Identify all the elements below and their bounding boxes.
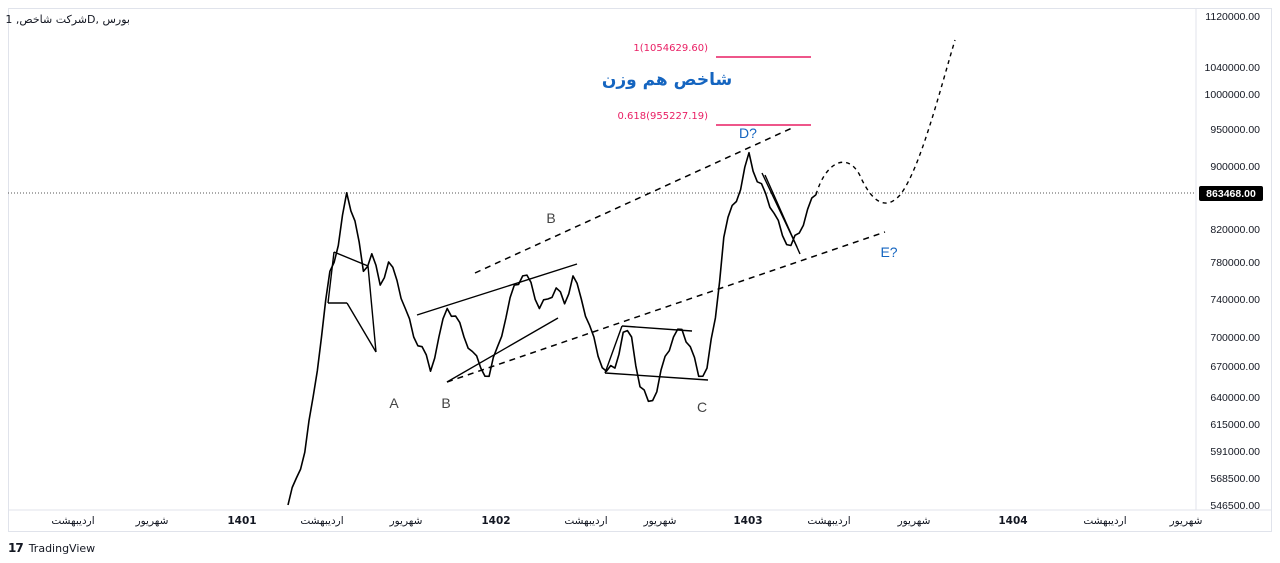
d-lower-line	[764, 174, 801, 255]
x-tick-label: شهریور	[389, 515, 423, 527]
c-left-line	[604, 325, 623, 374]
b-upper-line	[416, 263, 578, 316]
wave-label-b-channel: B	[546, 210, 555, 226]
x-tick-label: 1404	[998, 515, 1027, 527]
wedge-diag-line	[346, 302, 377, 353]
symbol-label: بورس ,Dشرکت شاخص, 1	[5, 13, 130, 26]
wave-label-d: D?	[739, 125, 757, 141]
x-tick-label: 1401	[227, 515, 256, 527]
y-tick-label: 615000.00	[1210, 419, 1260, 431]
x-tick-label: اردیبهشت	[564, 515, 607, 527]
tradingview-wordmark: TradingView	[28, 541, 96, 555]
fib-levels: 1(1054629.60) 0.618(955227.19)	[617, 43, 811, 126]
projection-line	[815, 39, 956, 204]
tradingview-logo-icon: 𝟭𝟳	[8, 541, 24, 555]
wave-labels: A B B C D? E?	[389, 125, 897, 415]
y-tick-label: 900000.00	[1210, 161, 1260, 173]
x-tick-label: اردیبهشت	[51, 515, 94, 527]
wedge-left-line	[327, 251, 335, 304]
x-tick-label: 1402	[481, 515, 510, 527]
y-tick-label: 780000.00	[1210, 257, 1260, 269]
channel-lines	[446, 127, 886, 383]
wave-label-b-low: B	[441, 395, 450, 411]
x-tick-label: شهریور	[643, 515, 677, 527]
pattern-lines	[327, 172, 801, 383]
footer: 𝟭𝟳 TradingView	[8, 541, 95, 555]
upper-channel-line	[474, 127, 793, 274]
x-tick-label: اردیبهشت	[300, 515, 343, 527]
x-axis-ticks: اردیبهشت شهریور 1401 اردیبهشت شهریور 1402 اردی…	[51, 515, 1202, 527]
wedge-top-line	[333, 251, 369, 267]
current-price-badge: 863468.00	[1199, 186, 1263, 201]
y-tick-label: 700000.00	[1210, 332, 1260, 344]
wave-label-c: C	[697, 399, 707, 415]
x-tick-label: شهریور	[1169, 515, 1203, 527]
x-tick-label: شهریور	[135, 515, 169, 527]
b-lower-line	[446, 317, 559, 383]
current-price-text: 863468.00	[1206, 188, 1256, 200]
fib-top-label: 1(1054629.60)	[633, 43, 708, 54]
y-tick-label: 568500.00	[1210, 473, 1260, 485]
lower-channel-line	[446, 231, 886, 383]
y-axis-ticks: 1120000.00 1040000.00 1000000.00 950000.00 9…	[1205, 11, 1261, 512]
price-series-line	[287, 151, 817, 506]
wave-label-a: A	[389, 395, 399, 411]
y-tick-label: 546500.00	[1210, 500, 1260, 512]
wedge-right-line	[367, 265, 377, 353]
x-tick-label: اردیبهشت	[807, 515, 850, 527]
x-tick-label: اردیبهشت	[1083, 515, 1126, 527]
c-bottom-line	[604, 372, 709, 381]
fib-bottom-label: 0.618(955227.19)	[617, 111, 708, 122]
y-tick-label: 740000.00	[1210, 294, 1260, 306]
y-tick-label: 820000.00	[1210, 224, 1260, 236]
y-tick-label: 670000.00	[1210, 361, 1260, 373]
y-tick-label: 1120000.00	[1205, 11, 1260, 23]
y-tick-label: 1000000.00	[1205, 89, 1261, 101]
wave-label-e: E?	[880, 244, 897, 260]
x-tick-label: 1403	[733, 515, 762, 527]
y-tick-label: 640000.00	[1210, 392, 1260, 404]
c-top-line	[621, 325, 693, 332]
x-tick-label: شهریور	[897, 515, 931, 527]
annotation-title: شاخص هم وزن	[602, 70, 732, 90]
chart-frame	[8, 8, 1272, 532]
y-tick-label: 591000.00	[1210, 446, 1260, 458]
y-tick-label: 1040000.00	[1205, 62, 1261, 74]
y-tick-label: 950000.00	[1210, 124, 1260, 136]
